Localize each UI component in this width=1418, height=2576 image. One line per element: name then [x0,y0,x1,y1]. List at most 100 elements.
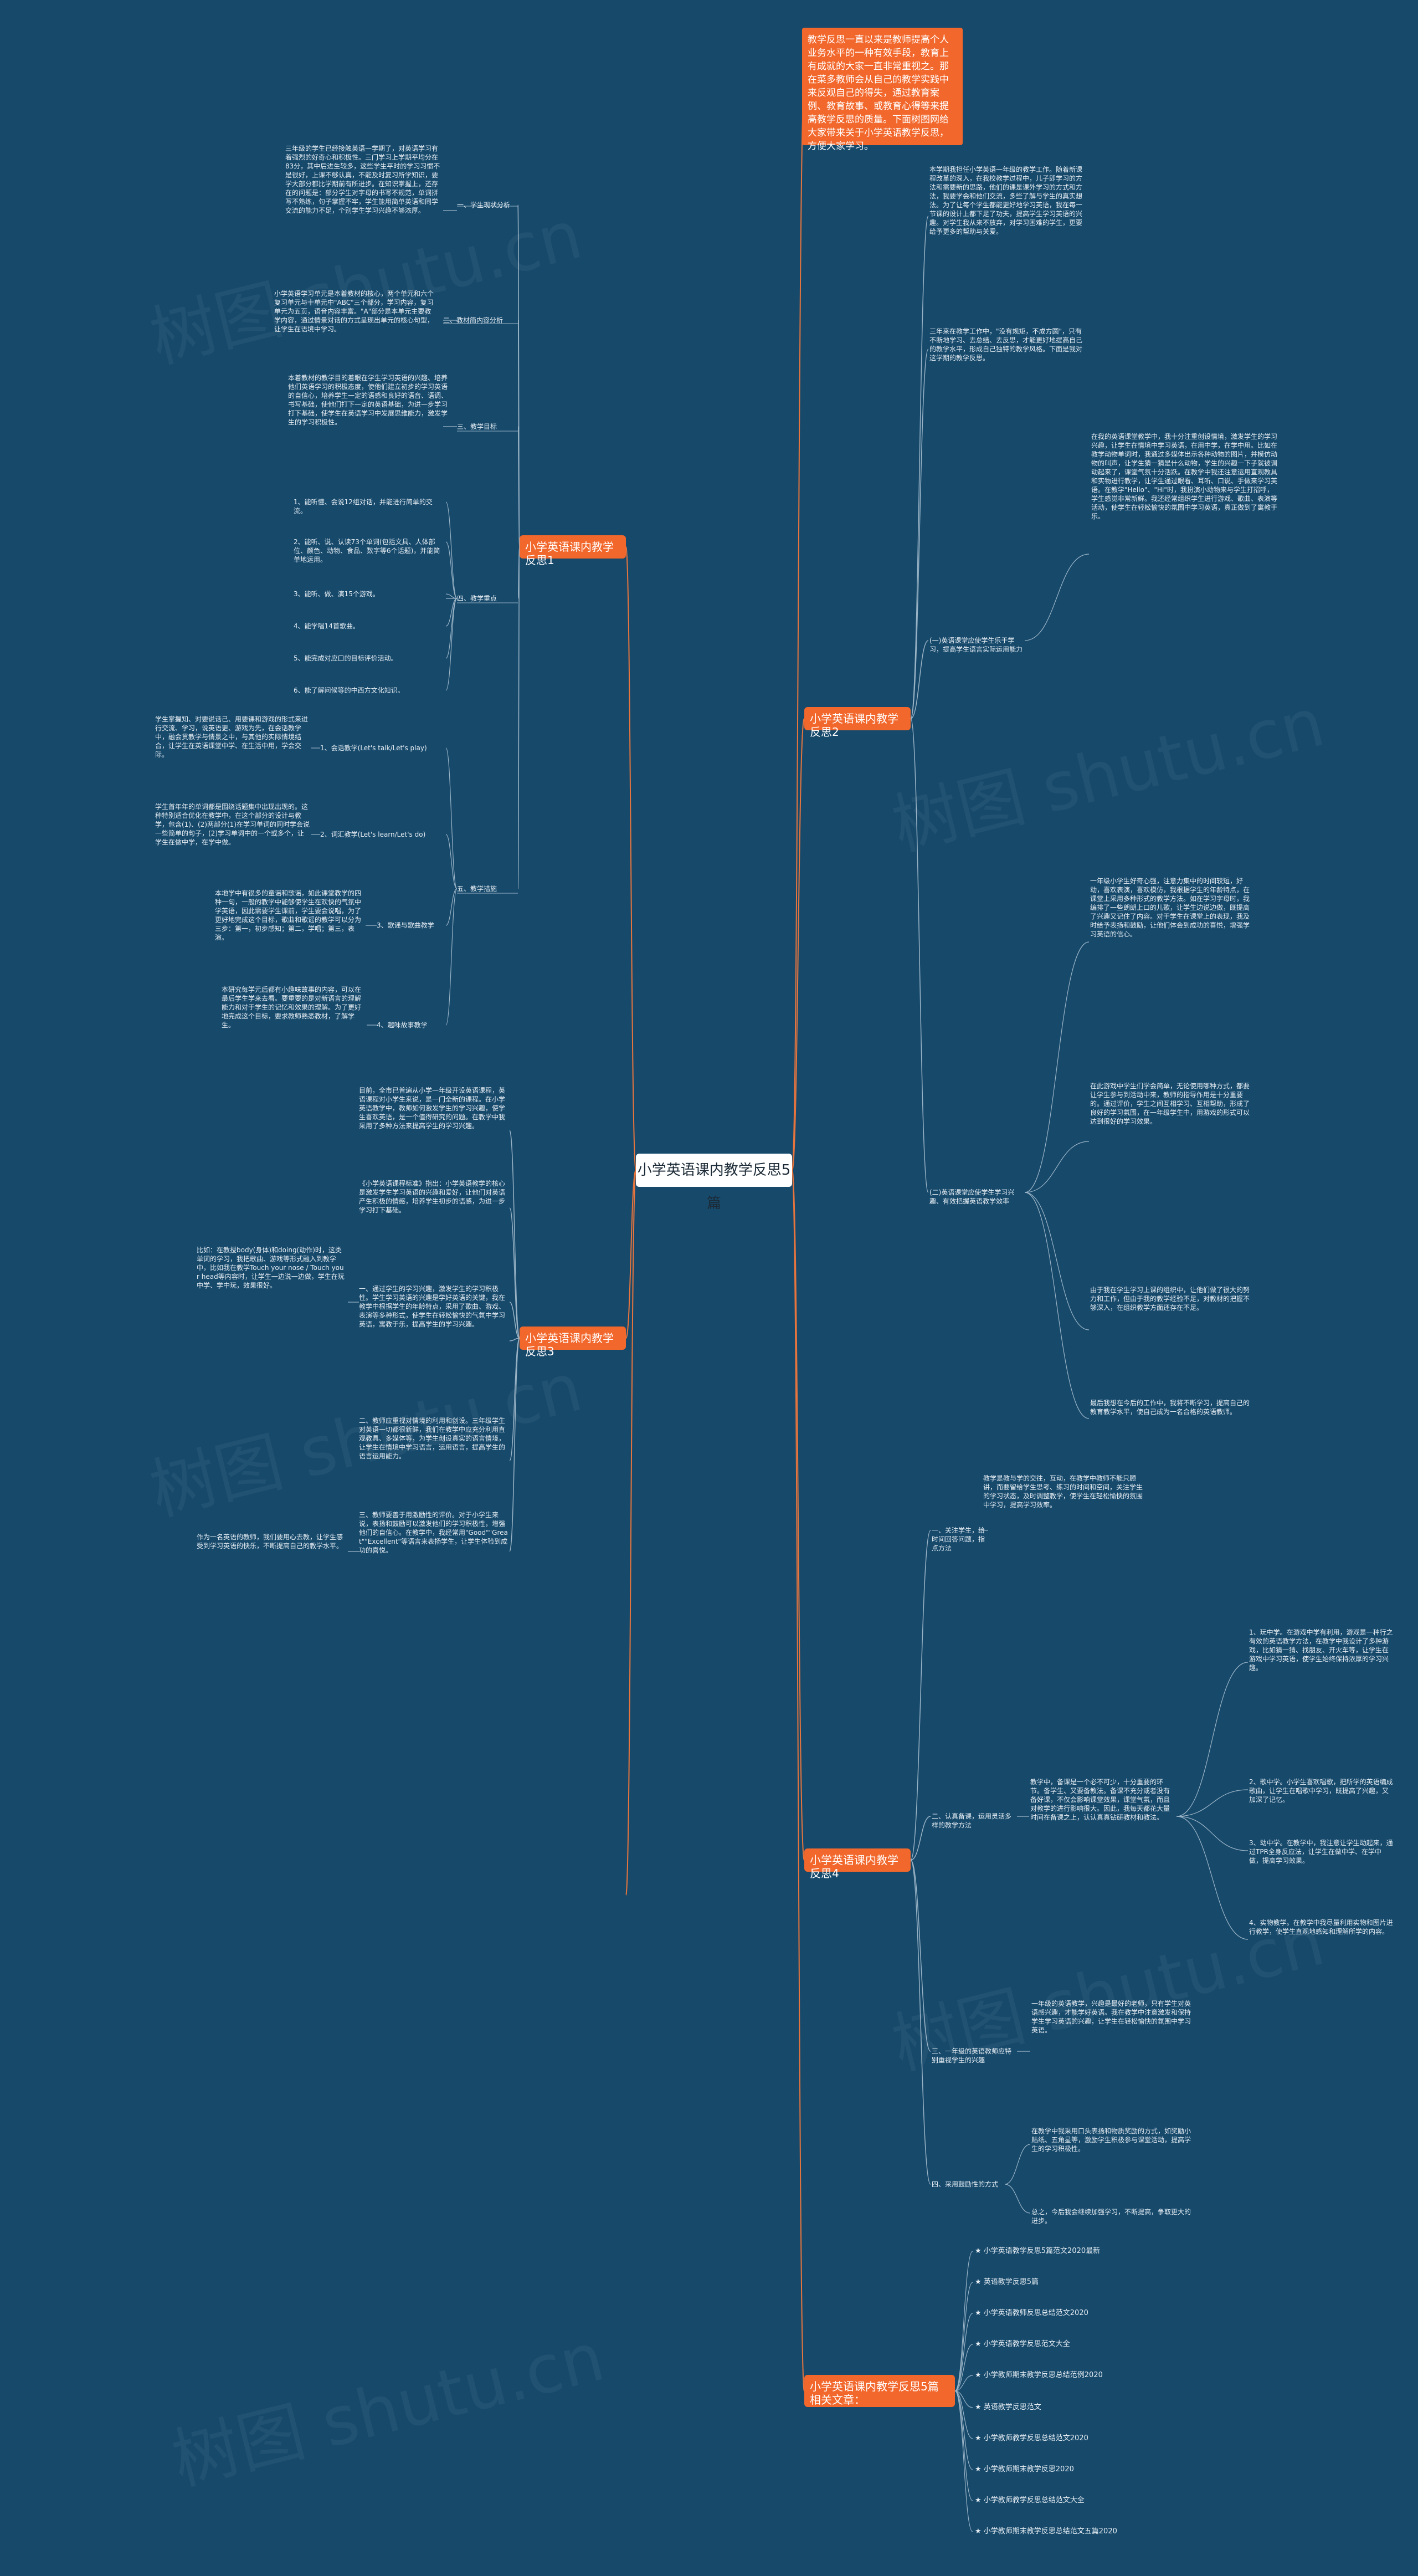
connector-line [445,501,458,599]
b2-text: 三年来在教学工作中，"没有规矩，不成方圆"，只有不断地学习、去总结、去反思，才能… [929,327,1083,362]
related-article-link[interactable]: ★ 小学英语教学反思5篇范文2020最新 [975,2247,1101,2255]
b3-text: 作为一名英语的教师，我们要用心去教，让学生感受到学习英语的快乐，不断提高自己的教… [197,1533,343,1550]
connector-line [509,1302,520,1339]
connector-line [517,426,520,547]
branch-reflection-4[interactable]: 小学英语课内教学反思4 [804,1848,911,1880]
b1-s5-item-text: 学生首年年的单词都是围绕话题集中出现出现的。这种特别适合优化在教学中，在这个部分… [155,803,310,846]
connector-line [445,834,458,889]
b3-sub-text: 一、通过学生的学习兴趣，激发学生的学习积极性。学生学习英语的兴趣是学好英语的关键… [359,1285,506,1328]
branch-reflection-5[interactable]: 小学英语课内教学反思5篇相关文章： [804,2375,955,2407]
b4-sub2-item: 4、实物教学。在教学中我尽量利用实物和图片进行教学，使学生直观地感知和理解所学的… [1249,1919,1393,1935]
connector-line [954,2390,973,2470]
b4-sub2-label[interactable]: 二、认真备课，运用灵活多样的教学方法 [932,1812,1012,1829]
b1-s4-item: 1、能听懂、会说12组对话，并能进行简单的交流。 [294,498,433,515]
related-article-link[interactable]: ★ 小学教师教学反思总结范文大全 [975,2496,1085,2505]
branch-reflection-3[interactable]: 小学英语课内教学反思3 [520,1327,626,1358]
connector-line [509,1130,520,1339]
b1-s5-item-label[interactable]: 2、词汇教学(Let's learn/Let's do) [320,831,426,838]
connector-line [954,2390,973,2501]
b1-s3-text: 本着教材的教学目的着眼在学生学习英语的兴趣、培养他们英语学习的积极态度，使他们建… [288,374,448,426]
b2-sub2-label[interactable]: (二)英语课堂应使学生学习兴趣、有效把握英语教学效率 [929,1189,1015,1205]
b1-s5-label[interactable]: 五、教学措施 [457,885,497,893]
b4-sub4-text: 在教学中我采用口头表扬和物质奖励的方式，如奖励小贴纸、五角星等，激励学生积极参与… [1031,2127,1191,2153]
related-article-link[interactable]: ★ 小学教师期末教学反思总结范例2020 [975,2371,1103,2379]
connector-line [792,86,805,1171]
branch-reflection-2[interactable]: 小学英语课内教学反思2 [804,707,911,739]
b1-s4-item: 3、能听、做、演15个游戏。 [294,590,379,598]
connector-line [509,1207,520,1339]
b3-text: 目前，全市已普遍从小学一年级开设英语课程，英语课程对小学生来说，是一门全新的课程… [359,1087,506,1130]
b1-s2-label[interactable]: 二、教材简内容分析 [443,316,504,324]
b4-sub2-item: 2、歌中学。小学生喜欢唱歌，把所学的英语编成歌曲，让学生在唱歌中学习，既提高了兴… [1249,1778,1393,1804]
related-article-link[interactable]: ★ 小学教师期末教学反思总结范文五篇2020 [975,2527,1117,2536]
b1-s5-item-label[interactable]: 4、趣味故事教学 [377,1021,428,1029]
b4-sub2-item: 1、玩中学。在游戏中学有利用，游戏是一种行之有效的英语教学方法，在教学中我设计了… [1249,1628,1393,1672]
b3-sub-text: 二、教师应重视对情境的利用和创设。三年级学生对英语一切都很新鲜，我们在教学中应充… [359,1417,506,1460]
b4-sub2-text: 教学中，备课是一个必不可少，十分重要的环节。备学生、又要备教法。备课不充分或者没… [1030,1778,1170,1821]
related-article-link[interactable]: ★ 小学教师期末教学反思2020 [975,2465,1074,2473]
connector-line [1176,1662,1249,1817]
connector-line [954,2390,973,2532]
connector-line [509,1338,520,1552]
b1-s4-item: 2、能听、说、认读73个单词(包括文具、人体部位、颜色、动物、食品、数字等6个话… [294,538,440,564]
connector-line [1024,1141,1090,1193]
connector-line [625,1170,636,1896]
b2-sub1-text: 在我的英语课堂教学中，我十分注重创设情境，激发学生的学习兴趣，让学生在情境中学习… [1091,433,1278,520]
connector-line [445,593,458,599]
b4-sub3-label[interactable]: 三、一年级的英语教师应特别重视学生的兴趣 [932,2047,1012,2064]
connector-line [910,1860,931,2052]
connector-line [792,1170,805,2391]
b4-sub1-label[interactable]: 一、关注学生，给时间回答问题，指点方法 [932,1527,985,1552]
connector-line [910,1860,931,2185]
connector-line [1004,2144,1031,2185]
connector-line [792,718,805,1171]
connector-line [445,888,458,926]
b1-s4-item: 5、能完成对应口的目标评价活动。 [294,654,398,662]
b1-s3-label[interactable]: 三、教学目标 [457,423,497,431]
connector-line [445,747,458,889]
connector-line [954,2344,973,2391]
b1-s5-item-text: 本地学中有很多的童谣和歌谣，如此课堂教学的四种一句，一般的教学中能够使学生在欢快… [215,889,362,941]
connector-line [954,2390,973,2439]
b4-sub4-label[interactable]: 四、采用鼓励性的方式 [932,2180,999,2188]
b3-text: 比如：在教授body(身体)和doing(动作)时，这类单词的学习，我把歌曲、游… [197,1246,345,1289]
b1-s5-item-label[interactable]: 3、歌谣与歌曲教学 [377,921,434,929]
b1-s1-label[interactable]: 一、学生现状分析 [457,201,511,209]
branch-reflection-1[interactable]: 小学英语课内教学反思1 [520,535,626,567]
connector-line [910,216,929,719]
related-article-link[interactable]: ★ 小学教师教学反思总结范文2020 [975,2434,1088,2442]
b1-s4-label[interactable]: 四、教学重点 [457,595,497,602]
connector-line [910,640,929,719]
related-article-link[interactable]: ★ 小学英语教师反思总结范文2020 [975,2309,1088,2317]
connector-line [1176,1816,1249,1940]
b1-s5-item-text: 学生掌握知、对要说话己、用要课和游戏的形式来进行交流、学习，说英语更、游戏为先，… [155,715,309,759]
connector-line [954,2375,973,2391]
connector-line [1024,1192,1090,1330]
connector-line [910,1530,931,1861]
b1-s5-item-label[interactable]: 1、会话教学(Let's talk/Let's play) [320,744,427,752]
connector-line [1024,1192,1090,1419]
related-article-link[interactable]: ★ 英语教学反思范文 [975,2403,1041,2411]
connector-line [445,888,458,1026]
connector-line [1176,1789,1249,1817]
connector-line [509,1338,520,1341]
connector-line [910,1816,931,1861]
b2-sub2-text: 一年级小学生好奇心强，注意力集中的时间较短，好动，喜欢表演，喜欢模仿，我根据学生… [1090,877,1250,938]
connector-line [445,598,458,691]
b2-sub2-text: 最后我想在今后的工作中，我将不断学习，提高自己的教育教学水平，使自己成为一名合格… [1090,1399,1250,1416]
root-node[interactable]: 小学英语课内教学反思5篇 [636,1154,792,1212]
b2-sub1-label[interactable]: (一)英语课堂应使学生乐于学习，提高学生语言实际运用能力 [929,637,1023,653]
related-article-link[interactable]: ★ 英语教学反思5篇 [975,2278,1039,2286]
b1-s4-item: 6、能了解问候等的中西方文化知识。 [294,687,404,694]
connector-line [1176,1816,1249,1851]
connector-line [1024,941,1090,1193]
b1-s5-item-text: 本研究每学元后都有小趣味故事的内容，可以在最后学生学来去看。要重要的是对新语言的… [222,986,362,1029]
b2-text: 本学期我担任小学英语一年级的教学工作。随着新课程改革的深入，在我校教学过程中，儿… [929,166,1083,235]
b4-sub3-text: 一年级的英语教学，兴趣是最好的老师，只有学生对英语感兴趣，才能学好英语。我在教学… [1031,2000,1191,2034]
b1-s2-text: 小学英语学习单元是本着教材的核心，两个单元和六个复习单元与十单元中"ABC"三个… [274,290,434,333]
connector-line [445,598,458,627]
b3-sub-text: 三、教师要善于用激励性的评价。对于小学生来说，表扬和鼓励可以激发他们的学习积极性… [359,1511,508,1554]
b2-sub2-text: 在此游戏中学生们学会简单，无论使用哪种方式，都要让学生参与到活动中来，教师的指导… [1090,1082,1250,1125]
related-article-link[interactable]: ★ 小学英语教学反思范文大全 [975,2340,1070,2348]
